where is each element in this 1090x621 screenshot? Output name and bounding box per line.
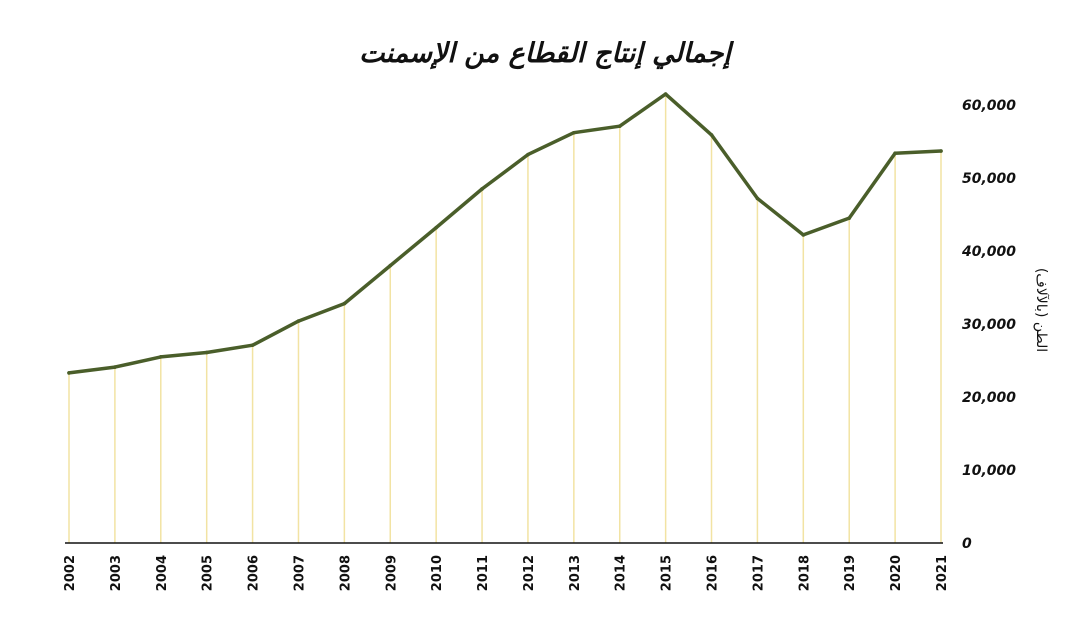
- y-tick-label: 0: [962, 536, 972, 552]
- y-tick-label: 20,000: [962, 390, 1016, 406]
- x-tick-label: 2004: [155, 555, 170, 591]
- data-point-2003: [113, 365, 117, 369]
- y-tick-label: 30,000: [962, 317, 1016, 333]
- data-point-2009: [388, 263, 393, 268]
- x-tick-label: 2012: [522, 555, 537, 591]
- data-point-2020: [893, 151, 897, 155]
- x-tick-label: 2008: [338, 555, 353, 591]
- x-tick-label: 2019: [843, 555, 858, 591]
- data-points: [67, 92, 943, 375]
- data-point-2007: [296, 319, 301, 323]
- x-tick-label: 2014: [614, 555, 629, 591]
- data-point-2021: [939, 149, 943, 153]
- chart-title: إجمالي إنتاج القطاع من الإسمنت: [359, 38, 731, 69]
- y-axis-ticks: 0 10,000 20,000 30,000 40,000 50,000 60,000: [961, 98, 1016, 552]
- data-point-2014: [617, 124, 622, 128]
- data-point-2004: [158, 355, 163, 359]
- data-point-2018: [801, 233, 806, 237]
- y-tick-label: 40,000: [961, 244, 1016, 260]
- x-tick-label: 2021: [935, 555, 950, 591]
- data-point-2019: [847, 216, 852, 220]
- x-tick-label: 2020: [889, 555, 904, 591]
- x-tick-label: 2003: [109, 555, 124, 591]
- y-tick-label: 50,000: [962, 171, 1016, 187]
- data-point-2010: [434, 225, 438, 230]
- x-tick-label: 2006: [247, 555, 262, 591]
- data-point-2012: [526, 152, 530, 157]
- x-tick-label: 2002: [63, 555, 78, 591]
- data-point-2013: [572, 130, 576, 135]
- data-point-2017: [755, 196, 760, 201]
- x-tick-label: 2009: [384, 555, 399, 591]
- x-tick-label: 2017: [751, 555, 766, 591]
- data-point-2011: [480, 187, 484, 191]
- x-tick-label: 2005: [201, 555, 216, 591]
- gridlines: [68, 94, 942, 543]
- x-tick-label: 2015: [660, 555, 675, 591]
- data-point-2002: [67, 371, 71, 375]
- data-point-2006: [250, 343, 255, 347]
- x-tick-label: 2010: [430, 555, 445, 591]
- series-line: [67, 92, 943, 375]
- x-tick-label: 2016: [706, 555, 721, 591]
- y-tick-label: 60,000: [962, 98, 1016, 114]
- data-point-2016: [709, 133, 714, 137]
- x-tick-label: 2007: [292, 555, 307, 591]
- x-tick-label: 2018: [797, 555, 812, 591]
- data-point-2015: [663, 92, 668, 96]
- data-point-2005: [204, 350, 209, 355]
- x-axis-ticks: 2002 2003 2004 2005 2006 2007 2008 2009 2010 2011…: [63, 555, 950, 591]
- x-tick-label: 2011: [476, 555, 491, 591]
- x-tick-label: 2013: [568, 555, 583, 591]
- y-axis-label: الطن (بالآلاف): [1033, 268, 1049, 352]
- data-point-2008: [342, 301, 347, 306]
- y-tick-label: 10,000: [962, 463, 1016, 479]
